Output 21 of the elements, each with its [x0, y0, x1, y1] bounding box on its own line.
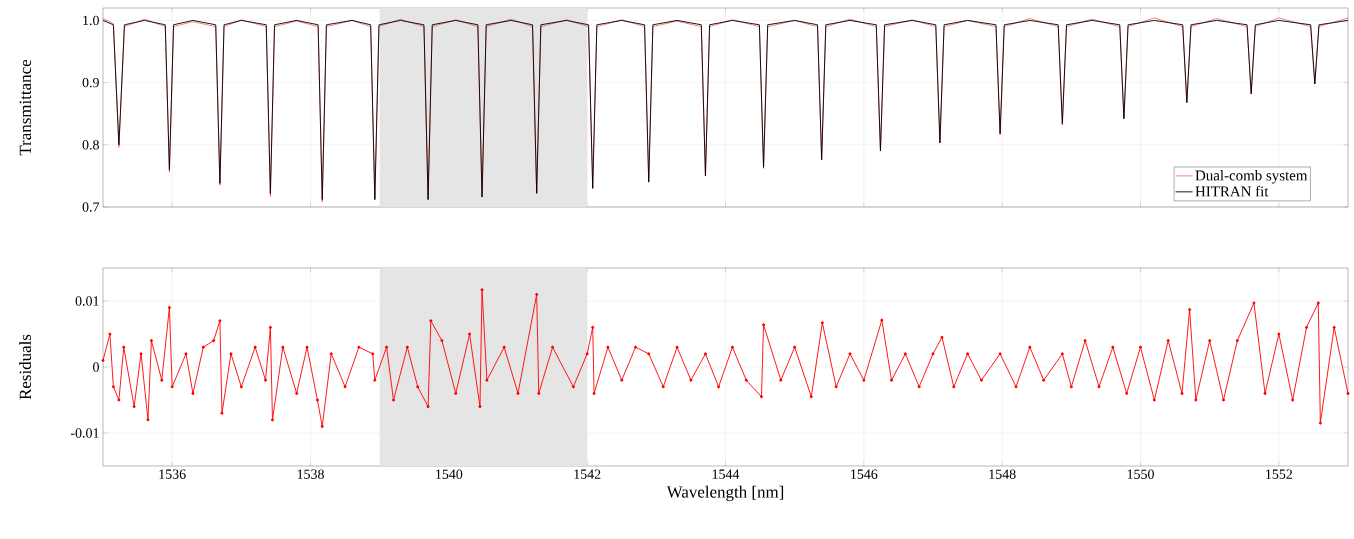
x-tick-label: 1540	[436, 469, 463, 479]
y-tick-label: 0.7	[82, 202, 100, 212]
x-axis-title: Wavelength [nm]	[666, 485, 784, 502]
legend-label: Dual-comb system	[1195, 169, 1308, 184]
y-tick-label: -0.01	[70, 428, 99, 438]
x-tick-label: 1550	[1127, 469, 1154, 479]
x-tick-label: 1548	[989, 469, 1016, 479]
y-tick-label: 0	[93, 362, 99, 372]
y-tick-label: 1.0	[83, 15, 99, 26]
x-tick-label: 1552	[1266, 469, 1293, 479]
x-tick-label: 1536	[159, 469, 186, 479]
x-tick-label: 1544	[712, 469, 740, 479]
x-tick-label: 1542	[574, 469, 601, 479]
y-tick-label: 0.9	[82, 77, 99, 88]
x-tick-label: 1546	[851, 469, 878, 479]
x-tick-label: 1538	[297, 469, 324, 479]
legend-label: HITRAN fit	[1195, 185, 1269, 197]
y-axis-title: Residuals	[19, 334, 32, 400]
y-axis-title: Transmittance	[19, 59, 32, 156]
y-tick-label: 0.8	[82, 140, 99, 150]
y-tick-label: 0.01	[75, 296, 99, 306]
